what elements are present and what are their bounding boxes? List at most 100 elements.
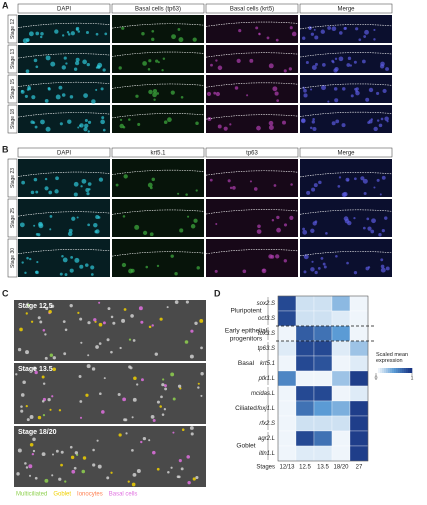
nucleus: [24, 271, 27, 275]
cell: [95, 345, 99, 349]
nucleus: [256, 229, 262, 234]
nucleus: [314, 270, 318, 275]
nucleus: [353, 177, 357, 181]
nucleus: [371, 218, 376, 224]
nucleus: [268, 63, 274, 69]
nucleus: [303, 270, 307, 274]
nucleus: [22, 38, 28, 44]
nucleus: [73, 192, 78, 197]
boundary: [299, 111, 393, 117]
column-header: krt5.1: [150, 151, 166, 157]
nucleus: [333, 68, 338, 73]
column-header: Basal cells (tp63): [135, 7, 181, 13]
nucleus: [83, 93, 88, 98]
micrograph: [14, 300, 206, 361]
nucleus: [343, 216, 349, 221]
boundary: [299, 52, 393, 58]
nucleus: [270, 254, 275, 259]
cell: [71, 469, 76, 474]
nucleus: [177, 28, 181, 31]
group-label: Basal: [238, 360, 255, 367]
nucleus: [215, 223, 218, 226]
cell: [107, 307, 111, 311]
cell: [161, 413, 165, 416]
heatmap-cell: [313, 385, 333, 402]
boundary: [17, 81, 111, 87]
column-header-box: [299, 3, 393, 14]
nucleus: [376, 119, 380, 122]
heatmap-cell: [349, 325, 369, 342]
nucleus: [331, 26, 337, 32]
nucleus: [381, 175, 386, 180]
colorbar-step: [394, 368, 397, 373]
boundary: [17, 53, 111, 59]
cell: [200, 372, 204, 376]
heatmap-cell: [295, 400, 315, 417]
boundary: [205, 170, 299, 176]
nucleus: [95, 88, 98, 91]
cell: [25, 466, 29, 469]
nucleus: [282, 120, 286, 125]
nucleus: [47, 87, 51, 91]
nucleus: [255, 26, 259, 30]
nucleus: [347, 220, 352, 226]
row-label: Stage 25: [10, 208, 16, 228]
nucleus: [26, 256, 29, 260]
cell: [28, 474, 32, 477]
colorbar-step: [406, 368, 409, 373]
nucleus: [77, 30, 81, 33]
nucleus: [162, 57, 166, 61]
heatmap-cell: [349, 310, 369, 327]
cell: [16, 472, 20, 476]
cell: [32, 366, 37, 371]
cell: [110, 471, 113, 474]
cell: [150, 414, 155, 419]
heatmap-cell: [349, 445, 369, 462]
micrograph: [14, 426, 206, 487]
heatmap-cell: [331, 370, 351, 387]
boundary: [205, 52, 299, 58]
nucleus: [268, 120, 274, 126]
cell: [110, 315, 114, 319]
nucleus: [283, 259, 288, 263]
nucleus: [121, 262, 127, 268]
nucleus: [323, 265, 327, 269]
nucleus: [291, 31, 297, 37]
nucleus: [80, 185, 83, 188]
cell: [28, 464, 33, 469]
nucleus: [119, 118, 123, 122]
nucleus: [39, 35, 43, 39]
cell: [163, 384, 167, 388]
nucleus: [223, 126, 228, 131]
heatmap-cell: [295, 355, 315, 372]
nucleus: [25, 69, 30, 74]
cell: [98, 342, 102, 345]
nucleus: [258, 32, 261, 36]
cell: [176, 475, 180, 479]
row-label: Stage 18: [10, 109, 16, 129]
nucleus: [275, 38, 279, 42]
nucleus: [271, 219, 275, 222]
heatmap-cell: [277, 295, 297, 312]
nucleus: [334, 98, 339, 103]
colorbar-step: [402, 368, 405, 373]
heatmap-cell: [295, 295, 315, 312]
heatmap-cell: [277, 385, 297, 402]
nucleus: [322, 63, 326, 67]
nucleus: [380, 61, 385, 67]
heatmap-cell: [331, 340, 351, 357]
nucleus: [64, 273, 68, 277]
nucleus: [276, 215, 280, 220]
cell: [127, 480, 130, 483]
nucleus: [378, 233, 382, 237]
cell: [189, 354, 194, 359]
nucleus: [67, 119, 72, 124]
nucleus: [86, 62, 90, 67]
heatmap-cell: [313, 445, 333, 462]
column-header: Merge: [337, 151, 355, 157]
nucleus: [367, 266, 371, 269]
nucleus: [215, 91, 221, 97]
column-header-box: [17, 3, 111, 14]
nucleus: [156, 92, 160, 95]
nucleus: [192, 37, 197, 42]
